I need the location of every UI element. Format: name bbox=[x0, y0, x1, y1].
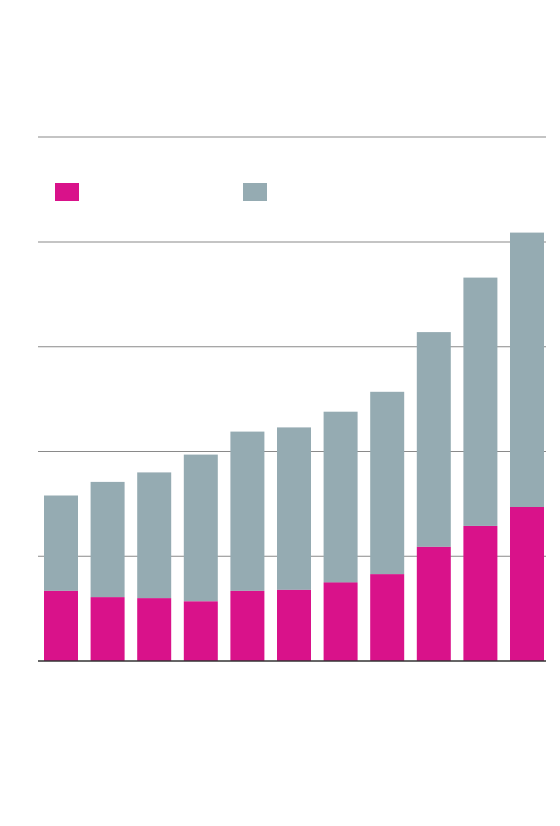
bar-series-1-6 bbox=[277, 589, 311, 661]
legend-swatch-1 bbox=[55, 183, 79, 201]
bar-series-1-9 bbox=[416, 546, 451, 661]
bar-series-2-7 bbox=[323, 411, 358, 583]
bar-series-1-3 bbox=[137, 598, 172, 661]
bar-series-1-10 bbox=[463, 525, 498, 661]
bars bbox=[44, 232, 544, 661]
bar-series-1-5 bbox=[230, 590, 265, 661]
bar-series-2-1 bbox=[44, 495, 78, 591]
bar-series-2-9 bbox=[416, 332, 451, 547]
bar-series-2-3 bbox=[137, 472, 172, 599]
bar-series-1-1 bbox=[44, 590, 78, 661]
bar-series-2-10 bbox=[463, 277, 498, 526]
legend bbox=[55, 183, 267, 201]
bar-series-1-8 bbox=[370, 574, 405, 661]
bar-series-2-5 bbox=[230, 431, 265, 591]
bar-series-2-11 bbox=[510, 232, 544, 507]
legend-swatch-2 bbox=[243, 183, 267, 201]
bar-series-1-7 bbox=[323, 582, 358, 661]
bar-series-2-8 bbox=[370, 391, 405, 575]
bar-series-1-4 bbox=[183, 601, 218, 661]
bar-series-2-6 bbox=[277, 427, 311, 590]
bar-series-2-4 bbox=[183, 454, 218, 602]
bar-series-2-2 bbox=[90, 481, 125, 598]
bar-series-1-2 bbox=[90, 597, 125, 661]
bar-series-1-11 bbox=[510, 507, 544, 661]
